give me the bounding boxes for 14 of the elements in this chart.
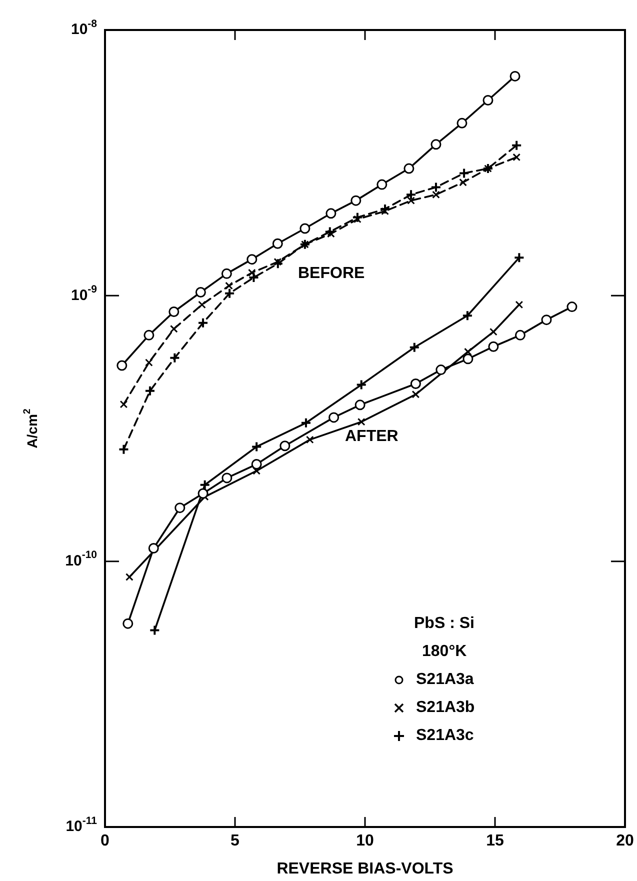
x-tick-label: 20 (616, 832, 634, 850)
x-tick-label: 15 (486, 832, 504, 850)
annotation: 180°K (421, 642, 468, 662)
annotation: BEFORE (298, 265, 365, 283)
legend-title: PbS : Si (413, 614, 475, 634)
annotation: AFTER (345, 428, 398, 446)
x-tick-label: 10 (356, 832, 374, 850)
legend-label: S21A3a (416, 670, 474, 690)
y-axis-title: A/cm2 (22, 408, 40, 448)
legend-label: S21A3c (416, 726, 474, 746)
x-tick-label: 5 (230, 832, 240, 850)
x-axis-title: REVERSE BIAS-VOLTS (276, 860, 454, 878)
legend-label: S21A3b (416, 698, 475, 718)
x-tick-label: 0 (100, 832, 110, 850)
